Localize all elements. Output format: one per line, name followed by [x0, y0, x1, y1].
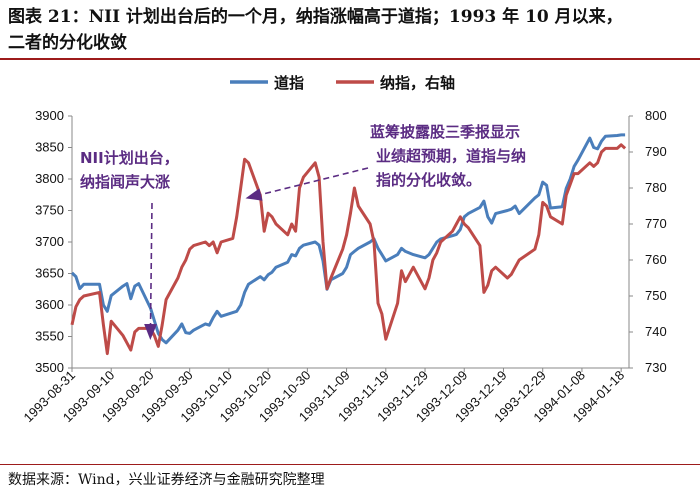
left-tick-label: 3750 [35, 203, 64, 218]
left-tick-label: 3700 [35, 234, 64, 249]
line-chart: 3500 3550 3600 3650 3700 3750 3800 3850 3900 730 7… [20, 74, 667, 425]
right-tick-label: 790 [645, 144, 667, 159]
source-note: 数据来源：Wind，兴业证券经济与金融研究院整理 [8, 472, 325, 488]
legend-label-nasdaq: 纳指，右轴 [380, 74, 455, 92]
annotation-bluechip-text: 蓝筹披露股三季报显示 [370, 123, 520, 141]
left-tick-label: 3550 [35, 329, 64, 344]
right-tick-label: 780 [645, 180, 667, 195]
nasdaq-series-line [70, 143, 627, 356]
left-tick-label: 3500 [35, 360, 64, 375]
footer-divider [0, 464, 700, 465]
legend-label-dow: 道指 [274, 74, 304, 92]
left-tick-label: 3650 [35, 266, 64, 281]
left-tick-label: 3800 [35, 171, 64, 186]
right-tick-label: 770 [645, 216, 667, 231]
right-tick-label: 730 [645, 360, 667, 375]
title-line-1: 图表 21：NII 计划出台后的一个月，纳指涨幅高于道指；1993 年 10 月… [8, 7, 623, 27]
annotation-bluechip-arrow [245, 167, 369, 201]
annotation-bluechip-text: 指的分化收敛。 [376, 171, 481, 189]
title-line-2: 二者的分化收敛 [8, 33, 127, 53]
right-tick-label: 800 [645, 108, 667, 123]
dow-series-line [70, 133, 626, 345]
chart-title: 图表 21：NII 计划出台后的一个月，纳指涨幅高于道指；1993 年 10 月… [8, 4, 692, 56]
right-tick-label: 740 [645, 324, 667, 339]
right-tick-label: 760 [645, 252, 667, 267]
annotation-bluechip-text: 业绩超预期，道指与纳 [376, 147, 526, 165]
annotation-nii-text: NII计划出台， [80, 149, 179, 167]
left-tick-label: 3900 [35, 108, 64, 123]
annotation-nii-arrow [144, 202, 157, 340]
annotation-nii-text: 纳指闻声大涨 [80, 173, 170, 191]
left-tick-label: 3850 [35, 140, 64, 155]
title-divider [0, 58, 700, 60]
right-tick-label: 750 [645, 288, 667, 303]
left-tick-label: 3600 [35, 297, 64, 312]
